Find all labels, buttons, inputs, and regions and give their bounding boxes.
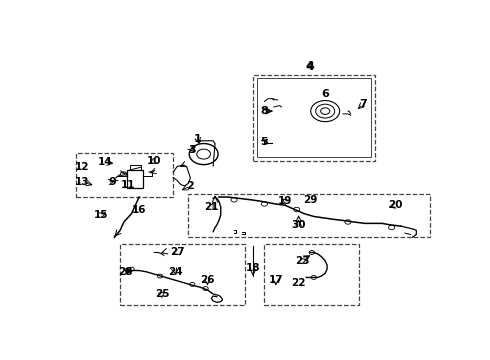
Text: 7: 7 (359, 99, 367, 109)
Text: 8: 8 (261, 106, 269, 116)
Text: 16: 16 (132, 204, 147, 215)
Text: 1: 1 (194, 134, 202, 144)
Bar (265, 244, 359, 305)
Text: 18: 18 (246, 263, 260, 273)
Text: 15: 15 (94, 210, 108, 220)
Bar (257, 78, 371, 157)
Text: 6: 6 (321, 90, 329, 99)
Text: 21: 21 (204, 202, 219, 212)
Text: 12: 12 (75, 162, 89, 172)
Text: 27: 27 (170, 247, 184, 257)
Bar (120, 244, 245, 305)
Text: 25: 25 (155, 289, 169, 299)
Bar (76, 153, 173, 197)
Text: 22: 22 (292, 278, 306, 288)
Text: 10: 10 (147, 156, 162, 166)
Text: 5: 5 (261, 136, 268, 147)
Text: 30: 30 (292, 220, 306, 230)
Text: 20: 20 (388, 201, 403, 210)
Text: 28: 28 (119, 267, 133, 277)
Text: 11: 11 (121, 180, 135, 190)
Text: 29: 29 (303, 195, 317, 205)
Text: 14: 14 (98, 157, 112, 167)
Text: 3: 3 (189, 145, 196, 155)
Text: 9: 9 (109, 177, 117, 187)
Text: 24: 24 (168, 267, 182, 277)
Text: 2: 2 (187, 181, 194, 191)
Text: 13: 13 (75, 177, 89, 187)
Text: 17: 17 (269, 275, 283, 285)
Text: 19: 19 (278, 196, 293, 206)
Text: 4: 4 (306, 60, 314, 73)
Text: 26: 26 (200, 275, 215, 285)
Bar (253, 75, 374, 161)
Bar (189, 194, 430, 237)
Text: 4: 4 (306, 62, 314, 72)
Text: 23: 23 (295, 256, 310, 266)
Bar (127, 170, 143, 188)
